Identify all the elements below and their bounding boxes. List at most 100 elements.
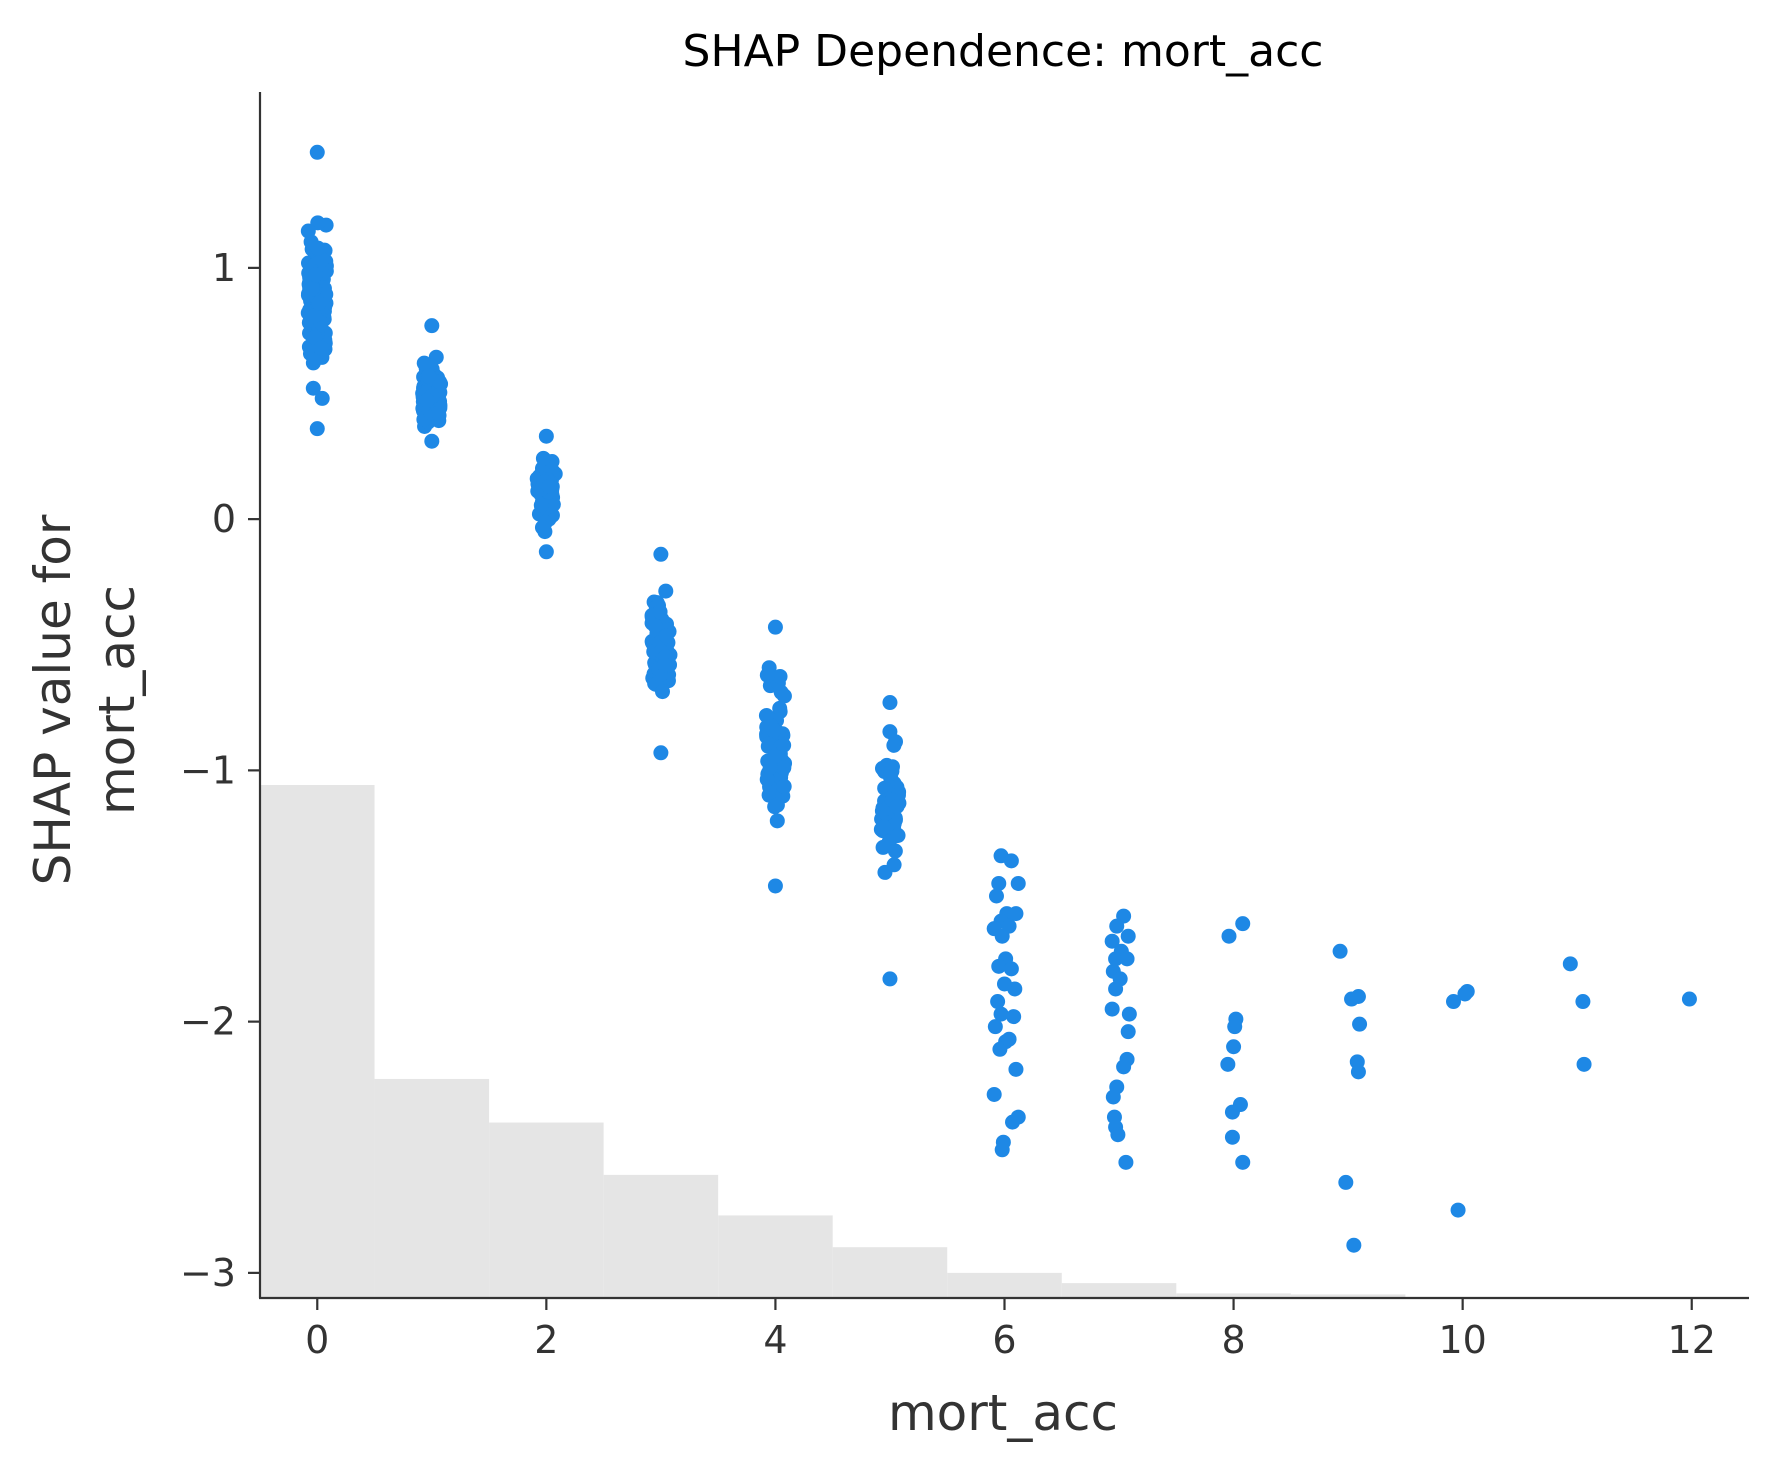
histogram-bar [832,1247,948,1298]
data-point [313,340,329,356]
data-point [1220,1056,1236,1072]
data-point [1104,933,1120,949]
data-point [1109,918,1125,934]
histogram-bar [1176,1293,1291,1298]
data-point [1120,928,1136,944]
data-point [307,308,323,324]
data-point [887,843,903,859]
data-point [1575,994,1591,1010]
data-point [311,295,327,311]
data-point [767,619,783,635]
histogram-bar [603,1174,719,1298]
histogram-bar [1061,1283,1177,1298]
y-axis-label-line-2: mort_acc [88,585,146,815]
data-point [767,748,783,764]
data-point [308,267,324,283]
data-point [1227,1019,1243,1035]
data-point [431,405,447,421]
data-point [1001,918,1017,934]
data-point [310,240,326,256]
x-tick-label: 4 [763,1318,787,1362]
data-point [1221,928,1237,944]
data-point [416,355,432,371]
data-point [1352,1016,1368,1032]
data-point [769,797,785,813]
y-axis-label-line-1: SHAP value for [24,514,82,885]
data-point [883,764,899,780]
data-point [890,827,906,843]
histogram-layer [260,785,1406,1298]
data-point [758,708,774,724]
chart-title: SHAP Dependence: mort_acc [683,26,1324,77]
x-tick-label: 6 [992,1318,1016,1362]
data-point [1332,943,1348,959]
data-point [1457,986,1473,1002]
data-point [1235,916,1251,932]
data-point [766,722,782,738]
data-point [776,778,792,794]
data-point [776,760,792,776]
data-point [1105,1089,1121,1105]
data-point [1010,1109,1026,1125]
data-point [424,318,440,334]
data-point [421,368,437,384]
data-point [987,1019,1003,1035]
data-point [1121,1006,1137,1022]
x-tick-label: 12 [1668,1318,1716,1362]
data-point [654,684,670,700]
data-point [1116,1059,1132,1075]
data-point [647,618,663,634]
data-point [652,604,668,620]
data-point [653,546,669,562]
data-point [991,958,1007,974]
data-point [1346,1237,1362,1253]
data-point [759,771,775,787]
data-point [309,144,325,160]
data-point [767,878,783,894]
y-tick-label: 0 [212,497,236,541]
data-point [876,819,892,835]
x-axis-label: mort_acc [888,1384,1118,1442]
data-point [1120,1024,1136,1040]
data-point [653,745,669,761]
data-point [538,428,554,444]
data-point [997,976,1012,992]
y-tick-label: 1 [212,246,236,290]
data-point [657,657,673,673]
data-point [424,433,440,449]
histogram-bar [489,1122,604,1298]
histogram-bar [718,1215,833,1298]
data-point [993,1006,1009,1022]
x-tick-label: 2 [534,1318,558,1362]
data-point [886,737,902,753]
data-point [1119,951,1135,967]
data-point [658,628,674,644]
data-point [1003,853,1019,869]
histogram-bar [1290,1294,1406,1298]
data-point [877,864,893,880]
x-tick-label: 0 [305,1318,329,1362]
data-point [990,994,1006,1010]
data-point [538,544,554,560]
data-point [535,450,551,466]
data-point [1224,1104,1240,1120]
histogram-bar [947,1272,1062,1298]
data-point [1110,1127,1126,1143]
data-point [988,888,1004,904]
data-point [534,520,550,536]
data-point [309,421,325,437]
data-point [1562,956,1578,972]
data-point [300,223,316,239]
data-point [1576,1056,1592,1072]
histogram-bar [260,785,375,1298]
data-point [992,1041,1008,1057]
data-point [1445,994,1461,1010]
data-point [769,813,785,829]
data-point [1108,951,1124,967]
y-tick-label: −3 [180,1251,236,1295]
data-point [1450,1202,1466,1218]
data-point [1226,1039,1242,1055]
data-point [1338,1174,1354,1190]
